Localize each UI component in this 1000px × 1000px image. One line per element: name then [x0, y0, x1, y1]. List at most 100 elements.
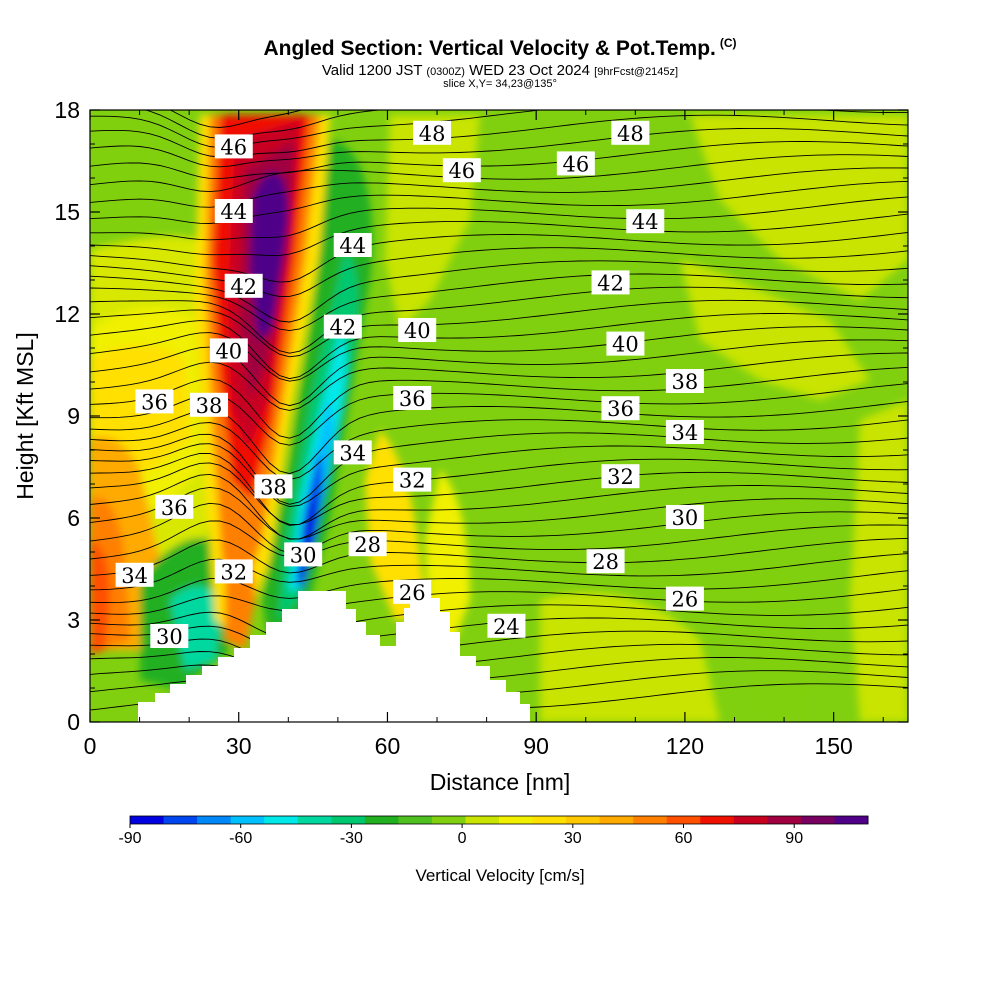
valid-time: Valid 1200 JST — [321, 62, 423, 79]
theta-label-box — [348, 532, 387, 557]
theta-label-text: 40 — [404, 319, 431, 343]
theta-label-box — [626, 209, 665, 234]
theta-label-box — [413, 120, 452, 145]
theta-label-box — [214, 559, 253, 584]
theta-label-box — [333, 233, 372, 257]
theta-label: 40 — [398, 318, 437, 343]
isentrope-line — [90, 520, 908, 560]
theta-label-box — [665, 505, 704, 529]
theta-label: 34 — [333, 440, 372, 465]
colorbar-frame — [129, 815, 869, 825]
colorbar-swatch — [633, 816, 668, 824]
theta-label: 46 — [556, 151, 595, 176]
colorbar-tick-label: 0 — [458, 830, 467, 847]
colorbar-swatch — [499, 816, 534, 824]
colorbar-swatch — [297, 816, 332, 824]
x-tick-label: 60 — [375, 733, 401, 759]
isentrope-line — [90, 630, 908, 669]
isentrope-line — [90, 299, 908, 358]
theta-label-text: 28 — [354, 533, 381, 557]
isentrope-line — [90, 366, 908, 439]
theta-label-text: 40 — [612, 333, 639, 357]
isentrope-line — [90, 213, 908, 257]
colorbar-tick-label: 90 — [785, 830, 803, 847]
theta-label-box — [150, 624, 189, 648]
theta-label: 38 — [189, 392, 228, 418]
colorbar-swatch — [230, 816, 265, 824]
theta-label: 44 — [214, 199, 253, 224]
colorbar-swatch — [767, 816, 802, 824]
theta-label: 36 — [135, 389, 174, 414]
isentrope-line — [90, 443, 908, 507]
isentrope-line — [90, 432, 908, 505]
theta-label-text: 38 — [196, 394, 223, 418]
isentrope-line — [90, 537, 908, 576]
theta-label-text: 36 — [141, 390, 168, 414]
colorbar-swatch — [197, 816, 232, 824]
colorbar-tick-label: 30 — [564, 830, 582, 847]
theta-label-text: 38 — [672, 370, 699, 394]
theta-label-box — [601, 396, 640, 421]
theta-label-box — [665, 369, 704, 393]
theta-label-text: 32 — [607, 465, 634, 489]
theta-label-text: 26 — [672, 588, 699, 612]
utc-time: (0300Z) — [426, 66, 465, 78]
field-region-right-yellow-mid — [680, 260, 870, 400]
theta-label-text: 48 — [419, 122, 446, 146]
theta-label-text: 26 — [399, 581, 426, 605]
theta-label-text: 44 — [220, 200, 247, 224]
theta-label-box — [323, 314, 362, 339]
colorbar-tick-label: -90 — [118, 830, 141, 847]
colorbar-swatch — [465, 816, 500, 824]
theta-label-box — [586, 549, 625, 574]
isentrope-line — [90, 643, 908, 678]
x-axis-label: Distance [nm] — [430, 769, 571, 795]
isentrope-line — [90, 502, 908, 554]
x-tick-label: 0 — [84, 733, 97, 759]
theta-label-box — [189, 392, 228, 417]
valid-date: WED 23 Oct 2024 — [469, 62, 590, 79]
field-region-updraft-purple — [250, 172, 289, 340]
theta-label-text: 44 — [632, 210, 659, 234]
theta-label-text: 32 — [399, 469, 426, 493]
theta-label-box — [591, 270, 630, 295]
theta-label-text: 24 — [493, 615, 520, 639]
forecast-info: [9hrFcst@2145z] — [594, 66, 679, 78]
slice-info: slice X,Y= 34,23@135° — [443, 78, 557, 90]
chart-title: Angled Section: Vertical Velocity & Pot.… — [0, 36, 1000, 61]
field-region-left-red — [90, 540, 110, 655]
isentrope-line — [90, 588, 908, 615]
theta-label-text: 34 — [121, 564, 148, 588]
theta-label-box — [254, 474, 293, 499]
theta-label: 40 — [606, 331, 645, 357]
theta-label-box — [393, 579, 432, 604]
theta-label: 44 — [333, 233, 372, 258]
theta-label-text: 28 — [592, 550, 619, 574]
theta-label-text: 36 — [607, 397, 634, 421]
theta-label-text: 46 — [448, 159, 475, 183]
theta-label-box — [224, 273, 263, 298]
theta-label-text: 34 — [672, 421, 699, 445]
field-region-left-green-top — [90, 110, 160, 245]
y-tick-label: 15 — [54, 199, 80, 225]
theta-label-text: 36 — [161, 496, 188, 520]
theta-label: 42 — [323, 314, 362, 340]
theta-label-box — [665, 586, 704, 611]
field-region-right-yellow-top — [690, 115, 908, 300]
theta-label-text: 42 — [329, 316, 356, 340]
theta-label: 32 — [601, 464, 640, 489]
theta-label: 40 — [209, 338, 248, 363]
theta-label: 38 — [254, 474, 293, 499]
colorbar-tick-label: -30 — [340, 830, 363, 847]
x-tick-label: 150 — [814, 733, 852, 759]
theta-label-box — [398, 318, 437, 342]
colorbar-swatch — [163, 816, 198, 824]
isentrope-line — [90, 486, 908, 540]
theta-label-text: 46 — [220, 135, 247, 159]
isentrope-line — [90, 127, 908, 168]
theta-label-text: 36 — [399, 387, 426, 411]
terrain — [138, 591, 530, 722]
isentrope-line — [90, 462, 908, 525]
theta-label: 48 — [413, 120, 452, 146]
